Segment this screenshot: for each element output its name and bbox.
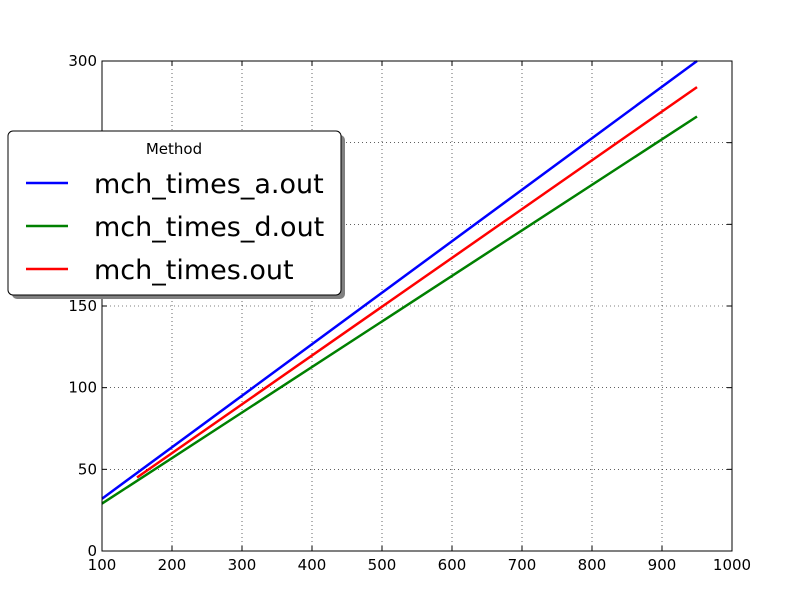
x-tick-label: 700 [508, 556, 537, 574]
series-line-mch-times-out [136, 86, 698, 479]
legend-box [7, 130, 342, 296]
y-tick-label: 150 [68, 297, 97, 315]
legend-label-mch-times-d: mch_times_d.out [94, 212, 324, 243]
legend-label-mch-times-a: mch_times_a.out [94, 169, 324, 200]
y-tick-label: 50 [78, 460, 97, 478]
x-tick-label: 800 [578, 556, 607, 574]
x-tick-label: 1000 [713, 556, 751, 574]
x-tick-label: 100 [88, 556, 117, 574]
legend-label-mch-times: mch_times.out [94, 255, 294, 286]
series-line-mch-times-a-out [101, 59, 698, 500]
y-tick-label: 300 [68, 52, 97, 70]
x-tick-label: 500 [368, 556, 397, 574]
y-tick-label: 0 [87, 542, 97, 560]
series-line-mch-times-d-out [101, 115, 698, 505]
legend-title: Method [146, 140, 202, 158]
series-lines [101, 59, 698, 505]
legend: Method mch_times_a.out mch_times_d.out m… [7, 130, 345, 299]
x-tick-label: 400 [298, 556, 327, 574]
x-tick-label: 200 [158, 556, 187, 574]
x-tick-label: 600 [438, 556, 467, 574]
x-tick-label: 300 [228, 556, 257, 574]
x-tick-label: 900 [648, 556, 677, 574]
y-tick-label: 100 [68, 379, 97, 397]
